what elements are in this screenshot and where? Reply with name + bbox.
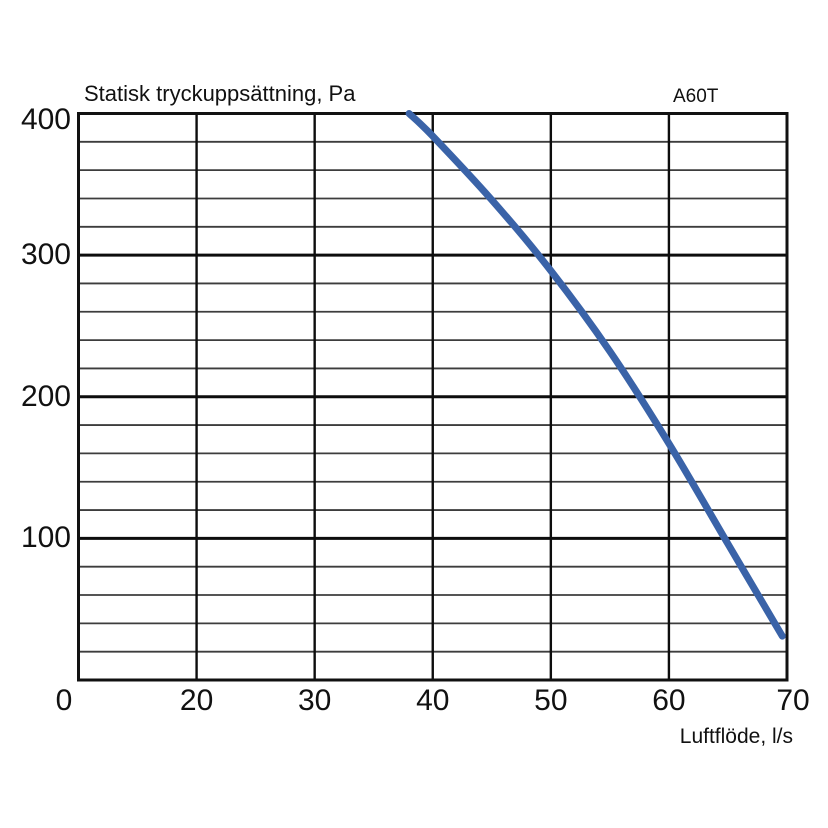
fan-curve-line <box>405 110 786 640</box>
y-tick-label: 100 <box>20 521 71 555</box>
x-tick-label: 20 <box>179 684 214 717</box>
x-tick-label: 0 <box>55 684 73 717</box>
x-tick-label: 50 <box>534 684 568 717</box>
fan-curve <box>405 110 786 640</box>
y-tick-label: 400 <box>20 102 71 136</box>
x-tick-label: 70 <box>776 684 810 717</box>
grid-lines <box>78 113 787 680</box>
y-tick-label: 200 <box>20 379 71 413</box>
y-tick-label: 300 <box>20 238 71 272</box>
x-tick-label: 40 <box>416 684 450 717</box>
x-axis-title: Luftflöde, l/s <box>679 725 793 748</box>
model-label: A60T <box>673 86 719 107</box>
x-tick-label: 30 <box>297 684 332 717</box>
plot-frame <box>77 112 789 682</box>
chart-title: Statisk tryckuppsättning, Pa <box>84 81 356 106</box>
x-tick-label: 60 <box>652 684 686 717</box>
plot-border <box>77 112 789 682</box>
